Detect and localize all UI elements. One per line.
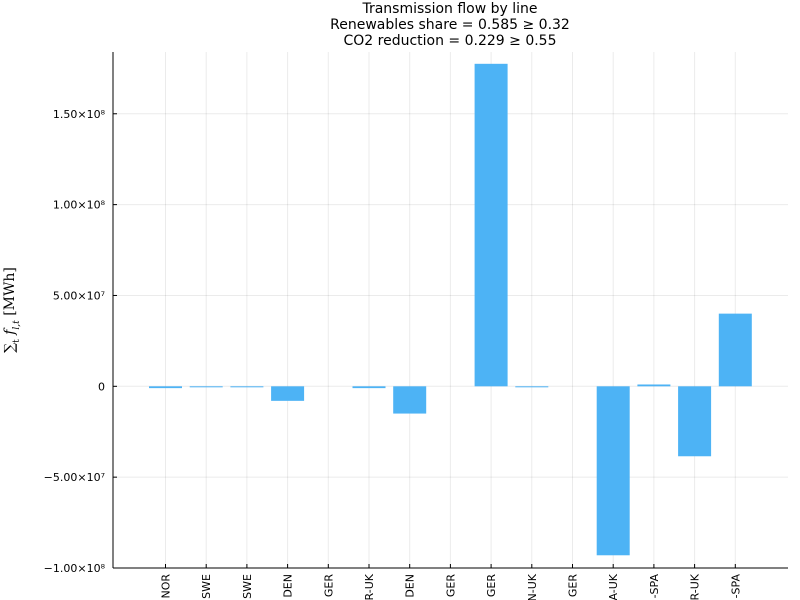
- bar: [718, 313, 752, 387]
- x-tick-label: GER: [322, 574, 335, 597]
- x-tick-label: -SPA: [648, 574, 661, 599]
- bar: [149, 386, 182, 389]
- bar: [352, 386, 386, 389]
- y-tick-label: 1.50×10⁸: [53, 108, 106, 121]
- gridlines: [113, 52, 788, 569]
- bar: [230, 386, 264, 388]
- bar: [474, 63, 508, 387]
- bar: [596, 386, 630, 556]
- bars: [149, 63, 752, 556]
- x-tick-label: -SPA: [729, 574, 742, 599]
- x-tick-labels: NOR SWE SWE DEN GER R-UK DEN GER GER N-UK GER A-UK -…: [160, 564, 742, 600]
- x-tick-label: GER: [485, 574, 498, 597]
- y-axis-label-text: ∑t fl,t [MWh]: [2, 267, 22, 353]
- x-tick-label: A-UK: [607, 573, 620, 600]
- y-tick-labels: 1.50×10⁸ 1.00×10⁸ 5.00×10⁷ 0 −5.00×10⁷ −1.00×…: [44, 108, 117, 575]
- y-tick-label: 0: [98, 380, 105, 393]
- bar: [271, 386, 305, 401]
- bar: [515, 386, 549, 388]
- x-tick-label: DEN: [404, 574, 417, 598]
- x-tick-label: R-UK: [363, 573, 376, 600]
- chart-title-line: Transmission flow by line: [361, 1, 537, 17]
- y-axis-label: ∑t fl,t [MWh]: [2, 267, 22, 353]
- x-tick-label: NOR: [160, 574, 173, 599]
- x-tick-label: SWE: [200, 574, 213, 599]
- bar: [189, 386, 223, 388]
- x-tick-label: N-UK: [526, 573, 539, 600]
- x-tick-label: GER: [444, 574, 457, 597]
- x-tick-label: GER: [567, 574, 580, 597]
- y-tick-label: −5.00×10⁷: [44, 471, 105, 484]
- y-tick-label: −1.00×10⁸: [44, 562, 106, 575]
- bar: [637, 384, 671, 387]
- x-tick-label: R-UK: [689, 573, 702, 600]
- bar: [393, 386, 427, 414]
- y-tick-label: 5.00×10⁷: [53, 289, 105, 302]
- y-tick-label: 1.00×10⁸: [53, 199, 106, 212]
- x-tick-label: SWE: [241, 574, 254, 599]
- chart-title-line: Renewables share = 0.585 ≥ 0.32: [330, 17, 570, 33]
- x-tick-label: DEN: [282, 574, 295, 598]
- chart-title-line: CO2 reduction = 0.229 ≥ 0.55: [343, 33, 556, 49]
- bar: [678, 386, 712, 457]
